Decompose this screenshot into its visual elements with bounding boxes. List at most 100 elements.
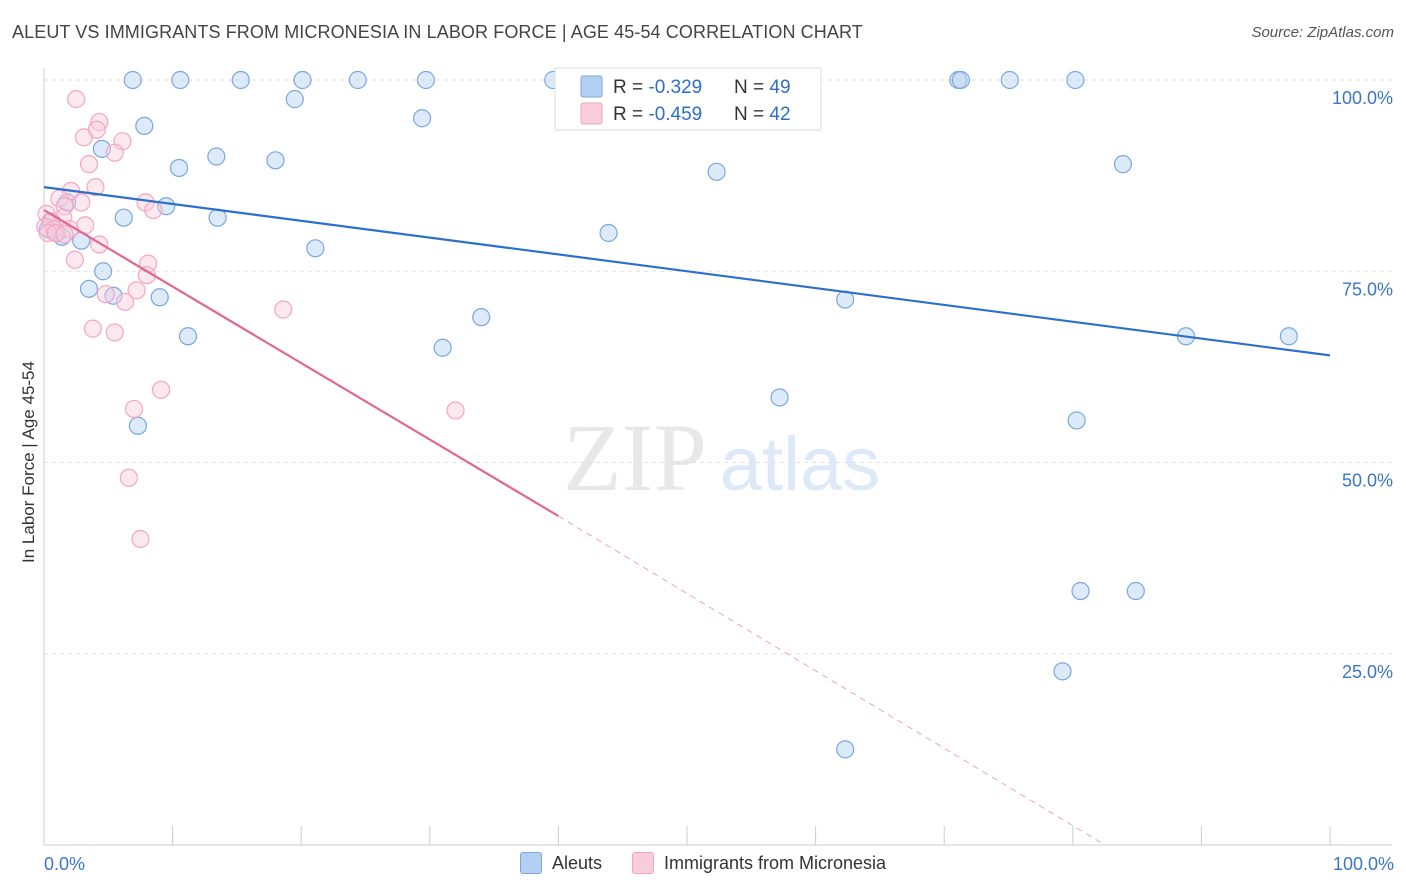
micronesia-point-23 [55,225,74,244]
trend-line-micronesia [43,209,559,517]
micronesia-point-26 [65,250,84,269]
aleuts-point-17 [266,151,285,170]
legend-n-label-1: N = [734,77,769,98]
aleuts-point-37 [472,308,491,327]
aleuts-point-30 [306,239,325,258]
aleuts-point-46 [1126,581,1145,601]
legend-swatch-micronesia-bottom [631,852,654,874]
svg-text:N = 49: N = 49 [734,77,791,98]
legend-n-value-2: 42 [769,104,790,125]
aleuts-point-13 [412,109,432,128]
aleuts-point-34 [104,286,123,305]
watermark-atlas: atlas [720,422,881,507]
legend-item-micronesia[interactable]: Immigrants from Micronesia [631,852,886,874]
legend-label-aleuts: Aleuts [551,852,602,873]
aleuts-point-5 [416,70,436,90]
aleuts-point-31 [599,223,618,243]
grid-lines [44,79,1392,655]
watermark: ZIP atlas [563,404,880,511]
aleuts-point-47 [1053,662,1072,681]
source-label: Source: ZipAtlas.com [1251,24,1394,41]
svg-text:R = -0.459: R = -0.459 [613,104,702,125]
micronesia-point-35 [124,399,144,419]
legend-swatch-aleuts [580,75,603,98]
legend-n-value-1: 49 [769,77,790,98]
aleuts-point-44 [128,416,147,435]
axes [43,68,1392,846]
micronesia-point-28 [127,281,146,300]
trend-lines [43,186,1331,846]
micronesia-point-3 [74,128,93,147]
chart-title: ALEUT VS IMMIGRANTS FROM MICRONESIA IN L… [12,22,863,42]
aleuts-point-1 [171,70,190,90]
aleuts-point-23 [114,208,133,227]
aleuts-point-18 [169,158,189,178]
micronesia-point-11 [72,193,91,212]
legend-r-label-1: R = [613,77,648,98]
series-aleuts-points [38,70,1298,759]
aleuts-point-35 [150,288,169,307]
micronesia-point-0 [67,90,86,109]
micronesia-point-30 [115,292,135,311]
y-axis-label: In Labor Force | Age 45-54 [19,361,38,563]
aleuts-point-3 [293,70,312,90]
legend-swatch-aleuts-bottom [519,852,542,874]
aleuts-point-2 [231,70,250,90]
watermark-zip: ZIP [563,404,707,511]
aleuts-point-24 [208,208,227,227]
aleuts-point-19 [707,162,726,181]
aleuts-point-14 [135,116,154,136]
micronesia-point-34 [151,380,171,399]
svg-text:N = 42: N = 42 [734,104,791,125]
legend-r-label-2: R = [613,104,648,125]
x-tick-label-right: 100.0% [1333,854,1394,874]
aleuts-point-10 [1000,70,1019,90]
y-tick-label-25: 25.0% [1342,662,1393,682]
trend-line-micronesia-extension [558,515,1106,846]
micronesia-point-22 [46,223,65,243]
legend-box: R = -0.329 N = 49 R = -0.459 N = 42 [554,67,822,131]
micronesia-point-6 [79,155,99,174]
aleuts-point-12 [285,90,304,109]
aleuts-point-33 [79,279,99,298]
aleuts-point-0 [123,70,142,90]
micronesia-point-38 [131,529,150,549]
bottom-legend: Aleuts Immigrants from Micronesia [0,852,1406,874]
legend-item-aleuts[interactable]: Aleuts [519,852,602,874]
aleuts-point-41 [433,338,452,357]
svg-text:R = -0.329: R = -0.329 [613,77,702,98]
legend-r-value-1: -0.329 [648,77,702,98]
aleuts-point-48 [836,740,855,759]
aleuts-point-40 [1279,327,1298,346]
x-tick-label-left: 0.0% [44,854,85,874]
micronesia-point-12 [55,197,74,216]
micronesia-point-36 [446,401,465,420]
y-tick-label-50: 50.0% [1342,471,1393,491]
aleuts-point-45 [1071,581,1090,601]
aleuts-point-38 [178,327,198,346]
series-micronesia-points [36,90,465,549]
aleuts-point-11 [1066,70,1085,90]
micronesia-point-13 [144,200,163,220]
aleuts-point-9 [951,70,971,90]
aleuts-point-16 [207,147,226,166]
micronesia-point-29 [96,285,115,304]
micronesia-point-32 [83,319,102,338]
trend-line-aleuts [43,186,1331,357]
legend-n-label-2: N = [734,104,769,125]
legend-swatch-micronesia [580,102,603,125]
aleuts-point-42 [770,388,789,407]
micronesia-point-37 [119,468,138,487]
aleuts-point-32 [94,262,113,281]
micronesia-point-33 [105,323,124,342]
aleuts-point-20 [1113,155,1133,174]
micronesia-point-31 [274,300,293,319]
y-tick-label-100: 100.0% [1332,88,1393,108]
micronesia-point-5 [105,143,124,162]
aleuts-point-4 [348,70,367,90]
y-tick-labels: 25.0% 50.0% 75.0% 100.0% [1332,88,1393,682]
legend-r-value-2: -0.459 [648,104,702,125]
y-tick-label-75: 75.0% [1342,279,1393,299]
micronesia-point-7 [86,178,105,197]
